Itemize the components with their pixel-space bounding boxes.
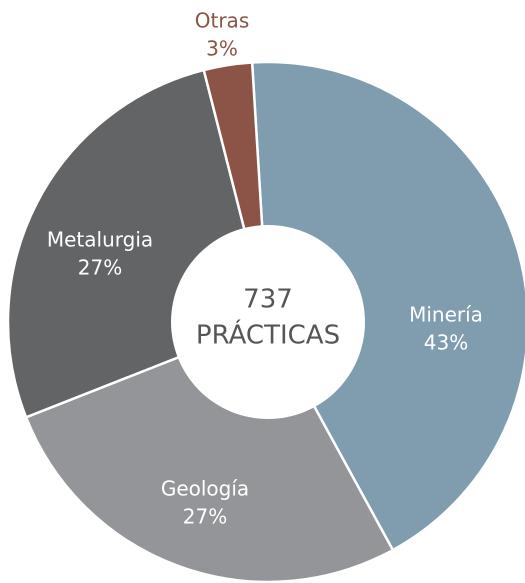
donut-hole (171, 225, 365, 419)
slice-value-label: 27% (183, 505, 227, 529)
center-label: PRÁCTICAS (196, 319, 340, 351)
slice-label: Metalurgia (47, 228, 153, 252)
slice (250, 60, 525, 552)
slice-label: Minería (409, 303, 483, 327)
slice-label: Otras (195, 9, 249, 33)
slice-value-label: 43% (424, 331, 468, 355)
center-number: 737 (243, 285, 293, 315)
slice-value-label: 27% (78, 256, 122, 280)
slice-label: Geología (161, 477, 249, 501)
slice-value-label: 3% (206, 37, 238, 61)
